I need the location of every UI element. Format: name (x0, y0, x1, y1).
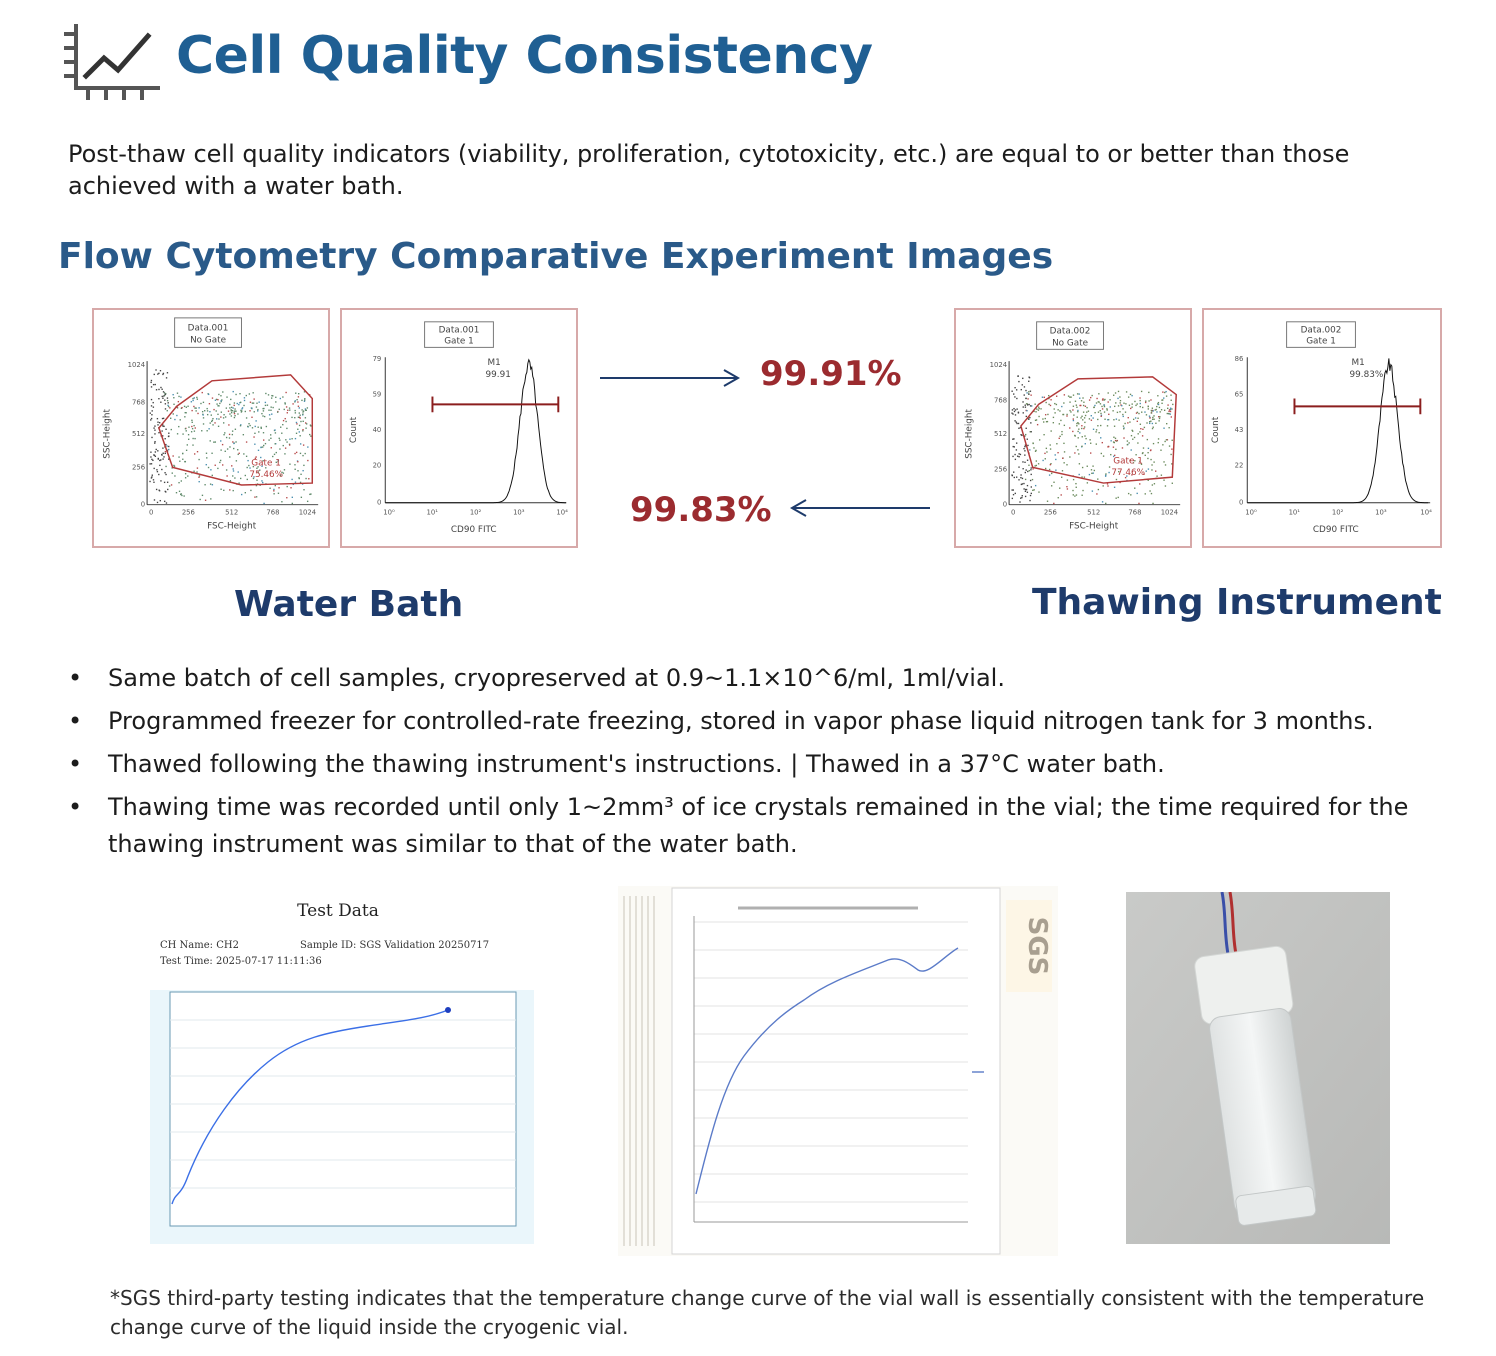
x-tick: 10¹ (1289, 509, 1301, 517)
hist-header-line1: Data.002 (1301, 326, 1342, 336)
y-tick: 768 (132, 398, 145, 406)
y-tick: 79 (373, 355, 382, 363)
x-tick: 0 (1011, 509, 1015, 517)
x-tick: 512 (225, 509, 238, 517)
x-tick: 768 (1128, 509, 1141, 517)
y-tick: 22 (1235, 461, 1244, 469)
x-axis-label: CD90 FITC (451, 525, 497, 535)
marker-label: M1 (1352, 358, 1365, 368)
list-item: • Same batch of cell samples, cryopreserv… (68, 664, 1005, 692)
list-item: • Programmed freezer for controlled-rate … (68, 707, 1374, 735)
thawing-percent: 99.83% (630, 490, 772, 530)
y-tick: 65 (1235, 391, 1244, 399)
y-tick: 768 (994, 396, 1007, 404)
y-axis-label: SSC-Height (103, 408, 113, 458)
x-tick: 1024 (299, 509, 317, 517)
cryovial-photo-icon (1126, 891, 1390, 1244)
x-tick: 10⁴ (1420, 509, 1432, 517)
y-axis-label: SSC-Height (965, 408, 975, 458)
gate-polygon (1020, 376, 1177, 484)
test-time: Test Time: 2025-07-17 11:11:36 (160, 956, 322, 967)
y-tick: 256 (994, 465, 1007, 473)
y-axis-label: Count (349, 416, 359, 443)
scatter-header-line1: Data.002 (1050, 327, 1091, 337)
page-title: Cell Quality Consistency (176, 26, 873, 86)
thawing-instrument-label: Thawing Instrument (1032, 582, 1442, 623)
y-tick: 43 (1235, 426, 1244, 434)
scatter-header-line2: No Gate (190, 335, 226, 345)
hist-header-line1: Data.001 (439, 326, 480, 336)
test-data-title: Test Data (297, 901, 379, 921)
y-tick: 1024 (128, 361, 145, 369)
scatter-header-line1: Data.001 (188, 324, 229, 334)
arrow-right-icon (600, 369, 741, 387)
x-tick: 1024 (1161, 509, 1179, 517)
y-tick: 1024 (990, 361, 1008, 369)
x-tick: 768 (266, 509, 279, 517)
marker-value: 99.83% (1350, 370, 1384, 380)
x-tick: 10³ (1375, 509, 1387, 517)
x-axis-label: FSC-Height (207, 521, 257, 531)
x-tick: 256 (182, 509, 195, 517)
water-bath-scatter-plot: Data.001 No Gate 1024 768 512 256 0 0 25… (92, 308, 330, 548)
sgs-watermark: SGS (1022, 917, 1052, 976)
x-tick: 512 (1087, 509, 1100, 517)
x-tick: 10⁰ (383, 509, 395, 517)
bullet-list: • Same batch of cell samples, cryopreserv… (68, 660, 1468, 869)
scatter-header-line2: No Gate (1052, 338, 1088, 348)
y-tick: 0 (141, 501, 145, 509)
x-tick: 10³ (513, 509, 525, 517)
x-tick: 256 (1044, 509, 1057, 517)
arrow-left-icon (789, 499, 930, 517)
y-tick: 0 (377, 499, 381, 507)
hist-header-line2: Gate 1 (1306, 336, 1336, 346)
x-tick: 10² (470, 509, 482, 517)
y-tick: 256 (132, 463, 145, 471)
y-tick: 0 (1239, 499, 1243, 507)
y-tick: 0 (1003, 501, 1007, 509)
y-axis-label: Count (1211, 416, 1221, 443)
thawing-scatter-plot: Data.002 No Gate 1024 768 512 256 0 0 25… (954, 308, 1192, 548)
y-tick: 20 (373, 461, 382, 469)
list-item: • Thawing time was recorded until only 1~… (68, 793, 1409, 858)
gate-label-line2: 75.46% (249, 470, 283, 480)
x-tick: 10⁴ (556, 509, 568, 517)
sample-id: Sample ID: SGS Validation 20250717 (300, 940, 489, 951)
histogram-curve (385, 358, 567, 504)
histogram-curve (1247, 358, 1429, 504)
list-item: • Thawed following the thawing instrument… (68, 750, 1165, 778)
gate-label-line1: Gate 1 (251, 458, 281, 468)
x-axis-label: FSC-Height (1069, 521, 1119, 531)
sgs-report-panel: SGS (618, 886, 1058, 1256)
intro-text: Post-thaw cell quality indicators (viabi… (68, 140, 1350, 200)
gate-label-line1: Gate 1 (1113, 456, 1143, 466)
water-bath-label: Water Bath (234, 584, 464, 625)
y-tick: 512 (132, 430, 145, 438)
ch-name: CH Name: CH2 (160, 940, 239, 951)
x-tick: 10² (1332, 509, 1344, 517)
thawing-histogram: Data.002 Gate 1 86 65 43 22 0 10⁰ 10¹ 10… (1202, 308, 1442, 548)
water-bath-histogram: Data.001 Gate 1 79 59 40 20 0 10⁰ 10¹ 10… (340, 308, 578, 548)
x-tick: 10¹ (427, 509, 439, 517)
x-axis-label: CD90 FITC (1313, 525, 1359, 535)
line-chart-icon (64, 24, 160, 100)
y-tick: 86 (1235, 355, 1244, 363)
scatter-dots (1011, 375, 1174, 505)
y-tick: 40 (373, 426, 382, 434)
footnote: *SGS third-party testing indicates that … (110, 1286, 1425, 1339)
x-tick: 10⁰ (1245, 509, 1257, 517)
y-tick: 59 (373, 391, 382, 399)
hist-header-line2: Gate 1 (444, 336, 474, 346)
marker-label: M1 (488, 358, 501, 368)
gate-polygon (158, 374, 314, 486)
marker-value: 99.91 (486, 370, 511, 380)
test-data-panel: Test Data CH Name: CH2 Sample ID: SGS Va… (148, 886, 538, 1248)
scatter-dots (149, 369, 312, 505)
water-bath-percent: 99.91% (760, 354, 902, 394)
x-tick: 0 (149, 509, 153, 517)
y-tick: 512 (994, 430, 1007, 438)
gate-label-line2: 77.46% (1111, 468, 1145, 478)
section-title: Flow Cytometry Comparative Experiment Im… (58, 236, 1054, 277)
